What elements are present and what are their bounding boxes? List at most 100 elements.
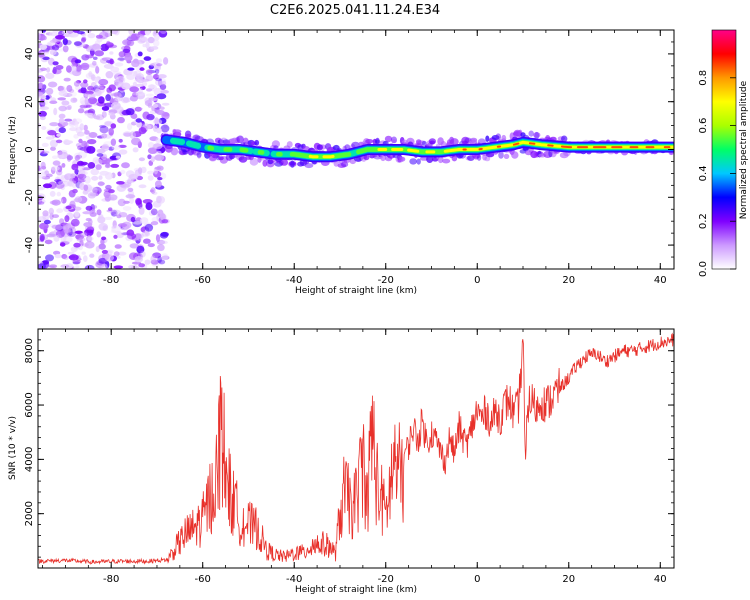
noise-speckle bbox=[45, 87, 54, 95]
noise-speckle bbox=[150, 208, 158, 216]
noise-speckle bbox=[56, 169, 63, 176]
ridge-halo bbox=[375, 137, 380, 144]
noise-speckle bbox=[67, 251, 75, 255]
ridge-halo bbox=[498, 151, 504, 159]
noise-speckle bbox=[81, 36, 87, 42]
noise-speckle bbox=[108, 146, 115, 151]
noise-speckle bbox=[38, 75, 46, 83]
noise-speckle bbox=[150, 187, 156, 194]
noise-speckle bbox=[84, 175, 91, 184]
ridge-halo bbox=[316, 144, 323, 151]
noise-speckle bbox=[142, 111, 150, 120]
noise-speckle bbox=[135, 73, 144, 80]
ridge-halo bbox=[399, 156, 406, 162]
noise-speckle bbox=[47, 81, 58, 88]
noise-speckle bbox=[110, 123, 117, 129]
noise-speckle bbox=[98, 243, 106, 250]
noise-speckle bbox=[39, 106, 50, 111]
noise-speckle bbox=[151, 216, 161, 223]
noise-speckle bbox=[66, 155, 73, 161]
noise-speckle bbox=[96, 231, 102, 238]
chart-title: C2E6.2025.041.11.24.E34 bbox=[270, 3, 440, 18]
noise-speckle bbox=[132, 70, 138, 77]
noise-speckle bbox=[149, 63, 155, 67]
noise-speckle bbox=[106, 40, 111, 47]
noise-speckle bbox=[58, 180, 65, 186]
noise-speckle bbox=[94, 77, 99, 83]
noise-speckle bbox=[85, 72, 95, 79]
noise-speckle bbox=[161, 102, 170, 106]
ridge-halo bbox=[511, 151, 519, 159]
y-tick-label: 4000 bbox=[24, 447, 35, 472]
noise-speckle bbox=[123, 45, 131, 53]
noise-speckle bbox=[45, 136, 55, 140]
ridge-halo bbox=[238, 156, 248, 163]
noise-speckle bbox=[51, 68, 62, 75]
noise-speckle bbox=[70, 97, 78, 103]
y-tick-label: 6000 bbox=[24, 392, 35, 417]
noise-speckle bbox=[38, 186, 46, 191]
noise-speckle bbox=[55, 35, 65, 40]
ridge-halo bbox=[218, 156, 224, 161]
noise-speckle bbox=[104, 216, 113, 220]
noise-speckle bbox=[115, 155, 121, 159]
noise-speckle bbox=[75, 65, 83, 73]
noise-speckle bbox=[38, 91, 43, 97]
noise-speckle bbox=[45, 254, 54, 262]
noise-speckle bbox=[83, 222, 93, 228]
noise-speckle bbox=[90, 81, 97, 89]
noise-speckle bbox=[96, 153, 104, 157]
noise-speckle bbox=[50, 99, 57, 104]
noise-speckle bbox=[72, 259, 81, 265]
x-tick-label: 20 bbox=[562, 574, 575, 585]
noise-speckle bbox=[115, 230, 122, 235]
noise-speckle bbox=[118, 144, 127, 148]
noise-speckle bbox=[68, 226, 76, 235]
noise-speckle bbox=[117, 57, 125, 61]
noise-speckle bbox=[66, 85, 73, 92]
x-tick-label: -60 bbox=[195, 574, 211, 585]
noise-speckle bbox=[77, 151, 87, 159]
noise-speckle bbox=[81, 251, 86, 255]
noise-speckle bbox=[136, 175, 143, 181]
noise-speckle bbox=[87, 236, 94, 241]
noise-speckle bbox=[108, 189, 115, 194]
noise-speckle bbox=[59, 154, 65, 159]
ridge-halo bbox=[290, 160, 295, 168]
spectrogram-x-axis-label: Height of straight line (km) bbox=[295, 286, 417, 296]
noise-speckle bbox=[105, 184, 112, 190]
y-tick-label: 40 bbox=[24, 48, 35, 61]
noise-speckle bbox=[135, 118, 143, 123]
noise-speckle bbox=[66, 30, 74, 34]
noise-speckle bbox=[74, 59, 82, 64]
noise-speckle bbox=[53, 234, 60, 242]
ridge-halo bbox=[304, 163, 314, 169]
snr-y-axis-label: SNR (10 * v/v) bbox=[8, 416, 18, 480]
noise-speckle bbox=[59, 242, 66, 247]
noise-speckle bbox=[135, 107, 143, 111]
noise-speckle bbox=[73, 41, 82, 46]
noise-speckle bbox=[109, 58, 114, 65]
noise-speckle bbox=[92, 205, 98, 209]
noise-speckle bbox=[108, 84, 116, 92]
noise-speckle bbox=[154, 68, 160, 74]
ridge-segment bbox=[512, 142, 520, 146]
noise-speckle bbox=[68, 88, 75, 94]
noise-speckle bbox=[95, 66, 100, 74]
noise-speckle bbox=[120, 169, 126, 175]
noise-speckle bbox=[71, 65, 77, 72]
noise-speckle bbox=[111, 145, 121, 151]
noise-speckle bbox=[62, 38, 68, 46]
noise-speckle bbox=[39, 233, 45, 242]
ridge-halo bbox=[415, 139, 422, 145]
x-tick-label: -20 bbox=[378, 275, 394, 286]
noise-speckle bbox=[88, 93, 96, 99]
noise-speckle bbox=[50, 166, 60, 171]
noise-speckle bbox=[122, 39, 132, 46]
noise-speckle bbox=[95, 246, 100, 253]
ridge-halo bbox=[280, 159, 289, 166]
noise-speckle bbox=[104, 64, 114, 70]
noise-speckle bbox=[52, 66, 57, 74]
noise-speckle bbox=[108, 112, 115, 116]
noise-speckle bbox=[132, 81, 137, 87]
